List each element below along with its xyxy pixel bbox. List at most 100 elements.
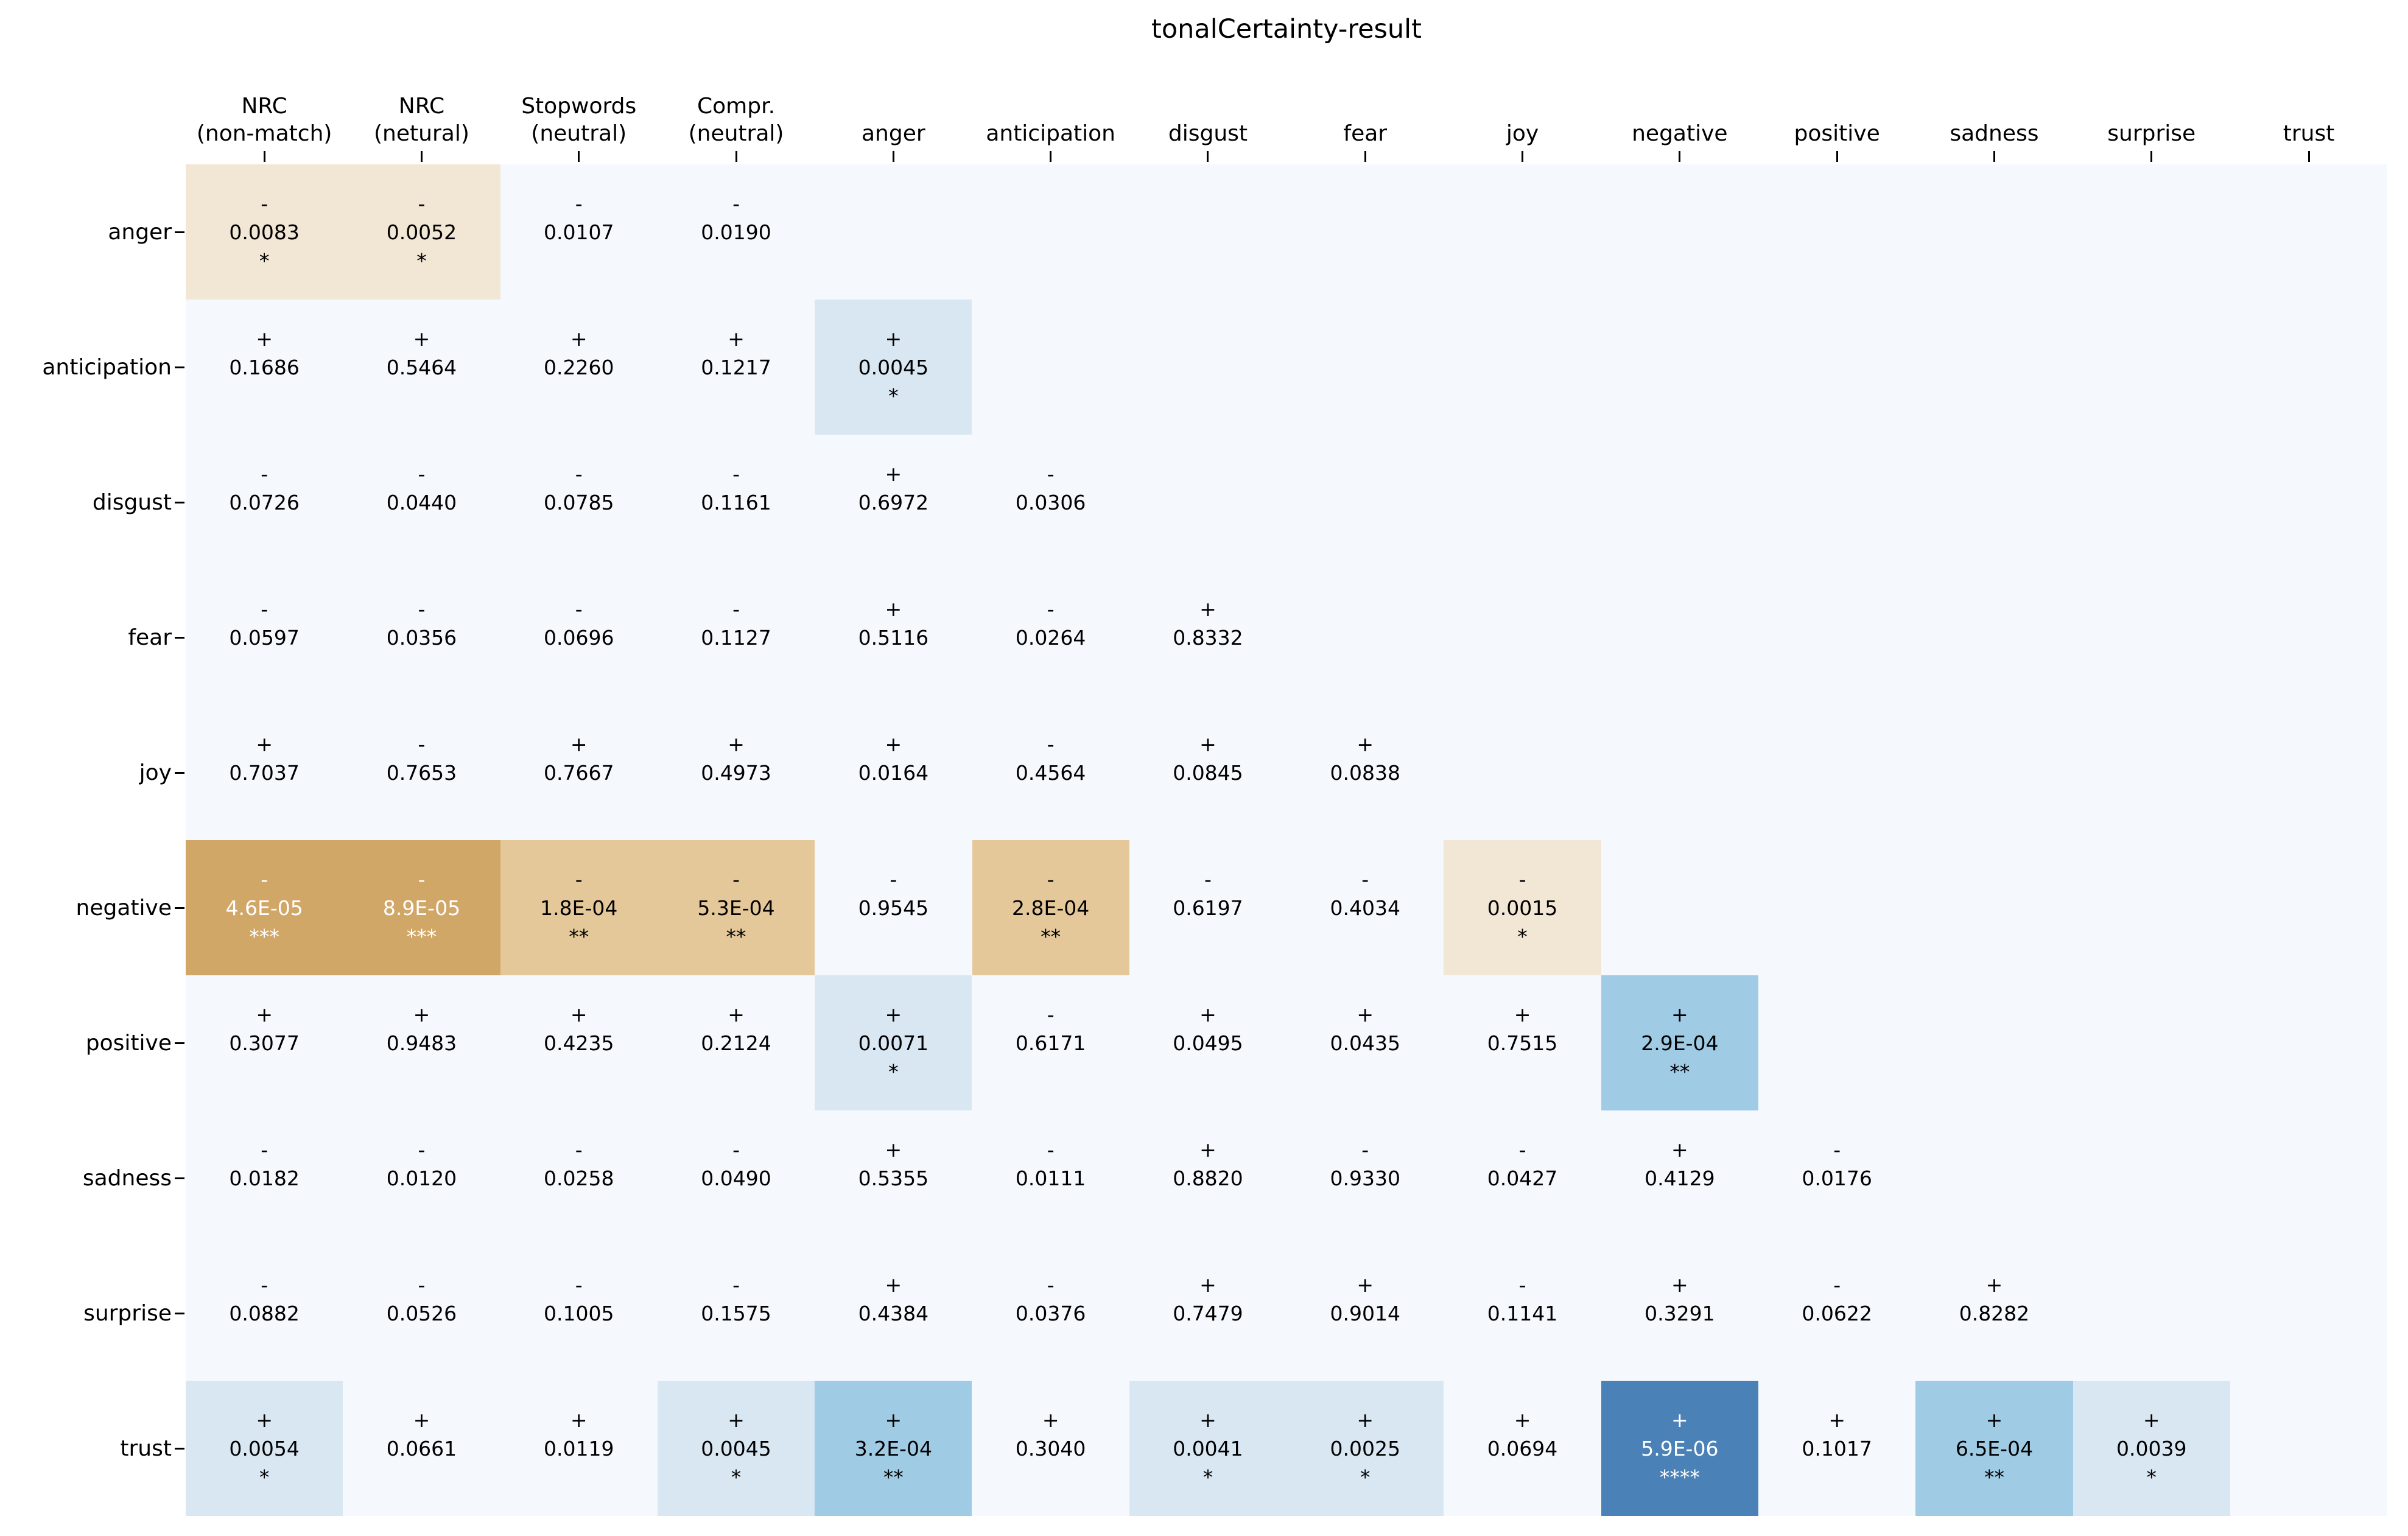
heatmap-cell: - 0.7653 (343, 705, 500, 840)
cell-value: 0.0083 (229, 220, 300, 244)
column-header: trust (2283, 121, 2335, 146)
cell-sign: - (418, 867, 426, 891)
heatmap-cell: +0.1686 (186, 300, 343, 435)
cell-sign: - (1047, 1002, 1055, 1026)
cell-sign: - (261, 461, 269, 486)
heatmap-cell: - 0.0726 (186, 435, 343, 570)
cell-sign: - (1047, 1272, 1055, 1297)
column-header: NRC (netural) (374, 94, 469, 146)
cell-value: 0.0661 (386, 1436, 457, 1461)
row-label: joy (139, 760, 172, 785)
cell-value: 0.0597 (229, 625, 300, 650)
heatmap-cell: - 0.1005 (500, 1246, 658, 1381)
cell-sign: + (885, 326, 902, 351)
cell-sign: - (575, 191, 583, 216)
cell-sign: - (732, 1137, 740, 1162)
heatmap-cell: - 4.6E-05 *** (186, 840, 343, 975)
cell-stars: * (1360, 1465, 1371, 1489)
cell-sign: - (1361, 867, 1369, 891)
cell-sign: + (1357, 1408, 1374, 1432)
column-header: sadness (1950, 121, 2039, 146)
cell-value: 0.0845 (1173, 760, 1243, 785)
cell-sign: + (1357, 1272, 1374, 1297)
heatmap-cell: - 0.6171 (972, 975, 1129, 1110)
cell-value: 0.6197 (1173, 896, 1243, 920)
cell-stars: ** (1041, 924, 1061, 949)
top-tick (2150, 151, 2153, 162)
cell-sign: + (885, 1272, 902, 1297)
top-tick (1522, 151, 1524, 162)
cell-sign: + (570, 1408, 588, 1432)
cell-sign: - (732, 1272, 740, 1297)
cell-value: 0.7479 (1173, 1301, 1243, 1325)
cell-sign: - (1518, 1272, 1526, 1297)
cell-value: 0.0190 (701, 220, 771, 244)
row-label: trust (120, 1436, 172, 1461)
cell-value: 0.0045 (858, 355, 929, 379)
left-tick (175, 636, 184, 639)
heatmap-cell: +6.5E-04 ** (1915, 1381, 2073, 1516)
cell-value: 0.0052 (386, 220, 457, 244)
heatmap-cell: +0.0661 (343, 1381, 500, 1516)
cell-sign: + (256, 326, 273, 351)
cell-value: 0.0694 (1487, 1436, 1558, 1461)
cell-sign: + (885, 1137, 902, 1162)
heatmap-cell: - 0.0176 (1758, 1110, 1915, 1246)
heatmap-cell: +0.0694 (1444, 1381, 1601, 1516)
heatmap-cell: +0.2124 (658, 975, 815, 1110)
cell-stars: * (1517, 924, 1528, 949)
cell-value: 0.0696 (544, 625, 614, 650)
left-tick (175, 501, 184, 503)
heatmap-cell: - 0.0015 * (1444, 840, 1601, 975)
cell-sign: - (732, 597, 740, 621)
heatmap-cell: +0.0435 (1286, 975, 1444, 1110)
left-tick (175, 1312, 184, 1314)
heatmap-cell: +0.5464 (343, 300, 500, 435)
row-label: disgust (92, 489, 172, 515)
heatmap-cell: - 0.0190 (658, 164, 815, 300)
cell-sign: + (413, 326, 430, 351)
heatmap-cell: - 0.0490 (658, 1110, 815, 1246)
cell-sign: + (1199, 1137, 1216, 1162)
cell-sign: - (1047, 461, 1055, 486)
heatmap-cell: +0.1017 (1758, 1381, 1915, 1516)
cell-value: 0.0495 (1173, 1031, 1243, 1055)
cell-value: 0.7515 (1487, 1031, 1558, 1055)
cell-value: 0.1686 (229, 355, 300, 379)
cell-value: 0.0440 (386, 490, 457, 514)
cell-value: 0.5355 (858, 1166, 929, 1190)
cell-value: 4.6E-05 (225, 896, 303, 920)
heatmap-cell: +0.9014 (1286, 1246, 1444, 1381)
column-header: fear (1343, 121, 1388, 146)
heatmap-cell: +0.3077 (186, 975, 343, 1110)
cell-value: 0.3291 (1645, 1301, 1715, 1325)
heatmap-cell: - 0.1575 (658, 1246, 815, 1381)
heatmap-cell: - 0.0306 (972, 435, 1129, 570)
top-tick (1836, 151, 1838, 162)
cell-value: 0.4129 (1645, 1166, 1715, 1190)
cell-sign: + (1671, 1137, 1688, 1162)
cell-sign: + (728, 1002, 745, 1026)
heatmap-cell: +0.3291 (1601, 1246, 1758, 1381)
heatmap-cell: - 0.0526 (343, 1246, 500, 1381)
cell-sign: - (1833, 1137, 1841, 1162)
cell-value: 0.0490 (701, 1166, 771, 1190)
heatmap-cell: - 0.0258 (500, 1110, 658, 1246)
heatmap-cell: +2.9E-04 ** (1601, 975, 1758, 1110)
heatmap-cell: - 0.1161 (658, 435, 815, 570)
cell-sign: + (728, 732, 745, 756)
cell-sign: - (1047, 732, 1055, 756)
cell-stars: *** (249, 924, 279, 949)
cell-value: 0.2124 (701, 1031, 771, 1055)
cell-value: 0.0726 (229, 490, 300, 514)
heatmap-cell: +0.1217 (658, 300, 815, 435)
cell-sign: + (728, 1408, 745, 1432)
cell-value: 0.3077 (229, 1031, 300, 1055)
left-tick (175, 1177, 184, 1179)
cell-sign: - (261, 1272, 269, 1297)
heatmap-cell: - 0.0356 (343, 570, 500, 705)
cell-sign: - (575, 1272, 583, 1297)
cell-value: 0.1017 (1802, 1436, 1872, 1461)
cell-value: 0.2260 (544, 355, 614, 379)
